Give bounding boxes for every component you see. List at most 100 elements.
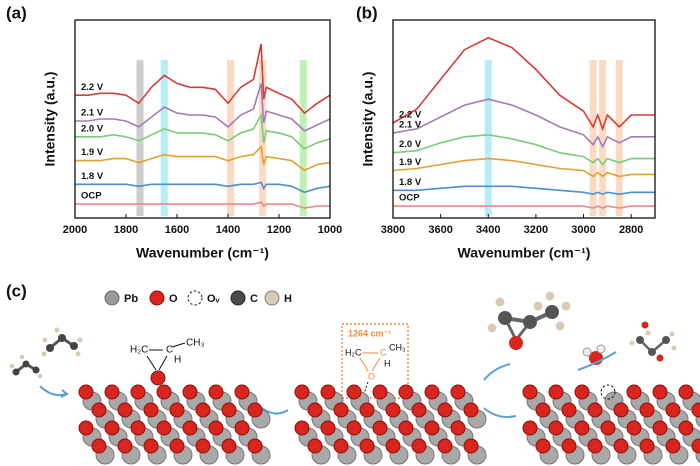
adsorbed-o: [150, 370, 166, 386]
x-tick-label: 3400: [476, 224, 500, 236]
molecule-left: H₂C C CH₃ H: [130, 338, 205, 371]
x-axis-label: Wavenumber (cm⁻¹): [136, 245, 269, 261]
o-atom: [691, 438, 700, 454]
o-atom: [652, 420, 668, 436]
o-atom: [665, 402, 681, 418]
o-atom: [385, 438, 401, 454]
series-label: 2.2 V: [81, 82, 104, 93]
arrow: [483, 363, 511, 381]
o-atom: [195, 438, 211, 454]
spectrum-line: [75, 112, 331, 150]
x-tick-label: 3200: [524, 224, 548, 236]
panel-label: (c): [6, 281, 27, 300]
atom-label: H₂C: [345, 347, 362, 357]
spectrum-line: [392, 98, 655, 149]
spectrum-line: [75, 43, 331, 115]
x-tick-label: 2800: [619, 224, 643, 236]
o-atom: [294, 384, 310, 400]
o-atom: [346, 384, 362, 400]
vacancy: [600, 384, 616, 400]
x-tick-label: 2000: [63, 224, 87, 236]
band-label: 1264 cm⁻¹: [348, 328, 391, 338]
atom-label: O: [368, 371, 375, 381]
o-atom: [411, 438, 427, 454]
o-atom: [652, 384, 668, 400]
o-atom: [320, 384, 336, 400]
o-atom: [385, 402, 401, 418]
o-atom: [169, 438, 185, 454]
series-label: OCP: [81, 191, 102, 202]
o-atom: [437, 438, 453, 454]
o-atom: [104, 420, 120, 436]
o-atom: [548, 384, 564, 400]
o-atom: [600, 420, 616, 436]
o-atom: [333, 402, 349, 418]
o-atom: [117, 438, 133, 454]
o-atom: [104, 384, 120, 400]
o-atom: [522, 420, 538, 436]
o-atom: [143, 438, 159, 454]
o-atom: [372, 384, 388, 400]
panel-label: (b): [356, 3, 378, 22]
o-atom: [78, 384, 94, 400]
o-atom: [561, 438, 577, 454]
legend-label: H: [284, 293, 292, 305]
o-atom: [91, 402, 107, 418]
x-tick-label: 1200: [267, 224, 291, 236]
spectrum-line: [75, 201, 330, 209]
o-atom: [156, 420, 172, 436]
o-atom: [424, 384, 440, 400]
o-atom: [307, 402, 323, 418]
atom-label: H: [174, 355, 181, 366]
o-atom: [639, 438, 655, 454]
o-atom: [91, 438, 107, 454]
series-label: 1.8 V: [399, 177, 422, 188]
y-axis-label: Intensity (a.u.): [360, 72, 376, 167]
o-atom: [234, 384, 250, 400]
o-atom: [411, 402, 427, 418]
o-atom: [613, 438, 629, 454]
legend-label: C: [250, 293, 258, 305]
o-atom: [195, 402, 211, 418]
spectrum-line: [393, 205, 655, 209]
arrow: [39, 385, 67, 396]
o-atom: [626, 420, 642, 436]
spectrum-line: [75, 83, 331, 132]
o-atom: [117, 402, 133, 418]
o-atom: [613, 402, 629, 418]
o-atom: [182, 384, 198, 400]
x-tick-label: 1800: [114, 224, 138, 236]
highlight-band: [160, 60, 168, 216]
o-atom: [359, 402, 375, 418]
highlight-band: [227, 60, 235, 216]
series-label: 1.8 V: [81, 171, 104, 182]
o-atom: [574, 384, 590, 400]
o-atom: [450, 420, 466, 436]
highlight-band: [299, 60, 307, 216]
x-tick-label: 1600: [165, 224, 189, 236]
o-atom: [234, 420, 250, 436]
products: [487, 291, 677, 365]
atom-label: CH₃: [186, 338, 205, 349]
series-label: 1.9 V: [81, 147, 104, 158]
o-atom: [587, 438, 603, 454]
o-atom: [463, 402, 479, 418]
c-icon: [230, 290, 246, 306]
o-atom: [294, 420, 310, 436]
x-tick-label: 1400: [216, 224, 240, 236]
o-atom: [535, 402, 551, 418]
o-icon: [149, 290, 165, 306]
h-icon: [264, 290, 280, 306]
molecule-mid: 1264 cm⁻¹ H₂C C CH₃ H O: [341, 323, 409, 399]
legend-label: O: [169, 293, 178, 305]
o-atom: [437, 402, 453, 418]
o-atom: [130, 384, 146, 400]
o-atom: [78, 420, 94, 436]
o-atom: [130, 420, 146, 436]
o-atom: [463, 438, 479, 454]
o-atom: [182, 420, 198, 436]
x-tick-label: 3800: [381, 224, 405, 236]
o-atom: [450, 384, 466, 400]
o-atom: [574, 420, 590, 436]
